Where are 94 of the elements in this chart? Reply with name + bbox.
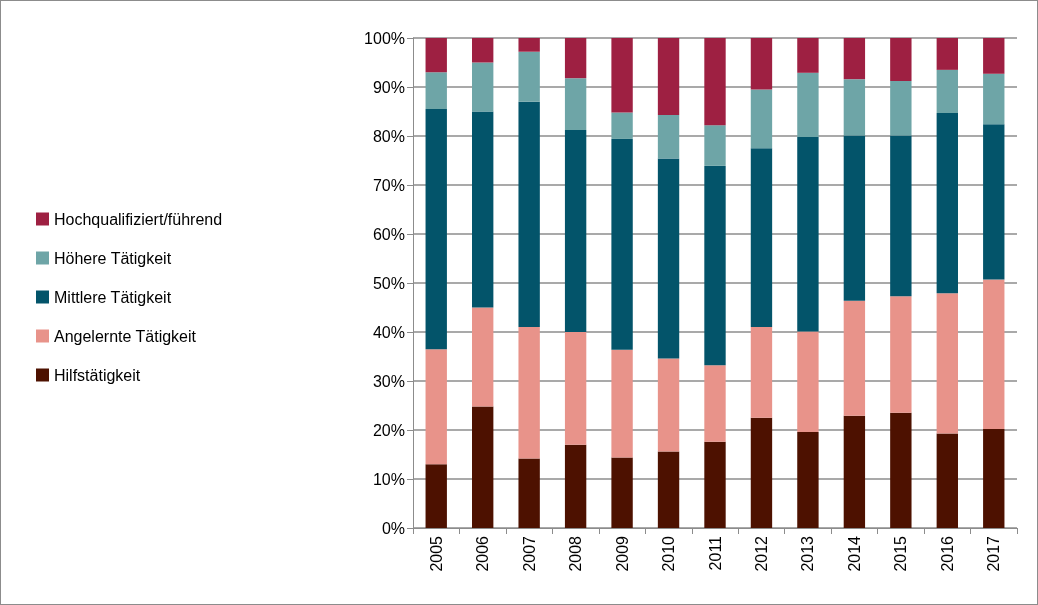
- legend-label: Höhere Tätigkeit: [54, 249, 172, 267]
- legend-label: Hochqualifiziert/führend: [54, 210, 223, 228]
- bar: [564, 78, 587, 131]
- bar: [983, 38, 1005, 74]
- bar: [704, 165, 726, 366]
- bar: [704, 38, 726, 126]
- bar: [425, 349, 447, 465]
- bar: [425, 72, 447, 110]
- bar: [750, 417, 773, 528]
- bar: [936, 112, 958, 294]
- x-tick-label: 2007: [520, 535, 538, 572]
- x-tick-label: 2015: [892, 535, 910, 572]
- bar: [657, 158, 680, 359]
- bar: [750, 327, 773, 418]
- y-tick-label: 50%: [372, 274, 405, 292]
- bar: [564, 130, 587, 332]
- bar: [425, 109, 447, 350]
- bar: [890, 135, 912, 297]
- y-tick-label: 60%: [372, 225, 405, 243]
- bar: [472, 406, 494, 528]
- bar: [936, 433, 958, 528]
- y-tick-label: 70%: [372, 176, 405, 194]
- x-tick-label: 2008: [567, 535, 585, 572]
- bar: [750, 89, 773, 149]
- legend-label: Hilfstätigkeit: [54, 366, 141, 384]
- legend-label: Angelernte Tätigkeit: [54, 327, 197, 345]
- y-tick-label: 10%: [372, 470, 405, 488]
- bar: [983, 124, 1005, 280]
- bar: [518, 38, 540, 52]
- bar: [472, 111, 494, 308]
- bar: [611, 349, 633, 458]
- bar: [472, 38, 494, 63]
- bar: [611, 112, 633, 139]
- bar: [843, 79, 866, 136]
- bar: [797, 331, 819, 432]
- x-tick-label: 2005: [427, 535, 445, 572]
- bar: [704, 441, 726, 528]
- x-tick-label: 2014: [845, 535, 863, 572]
- bar: [843, 300, 866, 416]
- bar: [843, 38, 866, 80]
- bar: [657, 114, 680, 159]
- x-tick-label: 2009: [613, 535, 631, 572]
- bar: [936, 38, 958, 70]
- bar: [704, 125, 726, 166]
- bar: [611, 138, 633, 350]
- bar: [890, 38, 912, 82]
- y-tick-label: 100%: [364, 29, 405, 47]
- bar: [983, 279, 1005, 430]
- legend-label: Mittlere Tätigkeit: [54, 288, 172, 306]
- x-tick-label: 2006: [474, 535, 492, 572]
- y-tick-label: 30%: [372, 372, 405, 390]
- x-tick-label: 2012: [752, 535, 770, 572]
- bar: [890, 81, 912, 136]
- bar: [425, 464, 447, 528]
- bar: [611, 457, 633, 528]
- x-tick-label: 2010: [660, 535, 678, 572]
- bar: [936, 293, 958, 434]
- y-tick-label: 20%: [372, 421, 405, 439]
- bar: [704, 365, 726, 442]
- bar: [564, 444, 587, 528]
- bar: [564, 38, 587, 79]
- bar: [797, 72, 819, 137]
- y-tick-label: 80%: [372, 127, 405, 145]
- bar: [843, 135, 866, 301]
- bar: [750, 38, 773, 90]
- bar: [750, 148, 773, 328]
- bar: [425, 38, 447, 73]
- y-tick-label: 0%: [381, 519, 405, 537]
- bar: [518, 458, 540, 528]
- bar: [518, 51, 540, 102]
- x-tick-label: 2013: [799, 535, 817, 572]
- bar: [518, 101, 540, 328]
- bar: [797, 136, 819, 332]
- bar: [518, 327, 540, 459]
- bar: [564, 332, 587, 445]
- x-tick-label: 2011: [706, 535, 724, 571]
- bar: [472, 307, 494, 407]
- bar: [843, 415, 866, 528]
- bar: [657, 451, 680, 528]
- bar: [611, 38, 633, 113]
- bar: [983, 429, 1005, 528]
- bar: [890, 412, 912, 528]
- bar: [472, 62, 494, 112]
- bar: [890, 296, 912, 413]
- y-tick-label: 40%: [372, 323, 405, 341]
- bar: [936, 69, 958, 113]
- bar: [983, 73, 1005, 125]
- bar: [797, 38, 819, 73]
- y-tick-label: 90%: [372, 78, 405, 96]
- bar: [657, 38, 680, 115]
- bar: [657, 358, 680, 452]
- x-tick-label: 2016: [938, 535, 956, 572]
- bar: [797, 431, 819, 528]
- x-tick-label: 2017: [985, 535, 1003, 572]
